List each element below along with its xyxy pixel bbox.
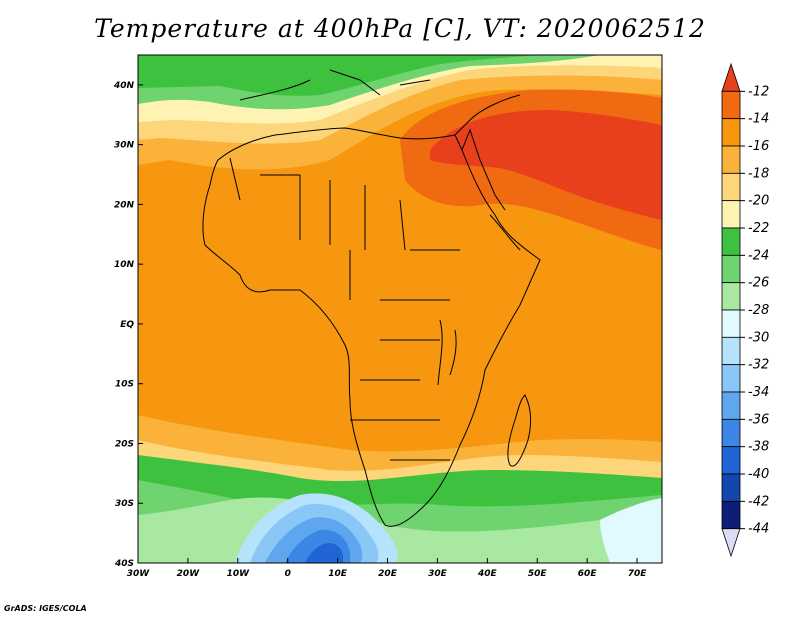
colorbar-swatch — [721, 418, 741, 448]
colorbar-label: -32 — [748, 358, 769, 373]
colorbar-label: -34 — [748, 385, 769, 400]
lon-tick-label: 30E — [428, 569, 448, 579]
colorbar-label: -30 — [748, 330, 769, 345]
lon-tick-label: 10W — [227, 569, 251, 579]
colorbar-label: -20 — [748, 194, 769, 209]
grads-credit: GrADS: IGES/COLA — [4, 604, 87, 613]
colorbar-label: -38 — [748, 440, 769, 455]
lon-tick-label: 20W — [177, 569, 201, 579]
colorbar-swatch — [721, 528, 741, 558]
colorbar-label: -16 — [748, 139, 769, 154]
lon-tick-label: 10E — [328, 569, 348, 579]
lat-tick-label: 30S — [115, 499, 134, 509]
lon-tick-label: 30W — [127, 569, 151, 579]
colorbar-swatch — [721, 391, 741, 420]
map-title: Temperature at 400hPa [C], VT: 202006251… — [94, 14, 706, 43]
colorbar-label: -12 — [748, 84, 769, 99]
longitude-axis: 30W 20W 10W 0 10E 20E 30E 40E 50E 60E 70E — [127, 558, 647, 579]
colorbar-swatch — [721, 282, 741, 311]
colorbar-swatch — [721, 90, 741, 120]
colorbar-label: -24 — [748, 248, 769, 263]
lat-tick-label: 20N — [114, 200, 135, 210]
colorbar: -12 -14 -16 -18 -20 -22 -24 -26 -28 -30 -32 -34 -36 -… — [721, 62, 769, 558]
lon-tick-label: 40E — [477, 569, 498, 579]
colorbar-swatch — [721, 336, 741, 366]
colorbar-label: -22 — [748, 221, 769, 236]
colorbar-label: -44 — [748, 522, 769, 537]
coastlines — [202, 69, 541, 527]
colorbar-swatch — [721, 118, 741, 147]
lat-tick-label: 20S — [115, 439, 134, 449]
colorbar-label: -40 — [748, 467, 769, 482]
colorbar-label: -36 — [748, 412, 769, 427]
colorbar-swatch — [721, 200, 741, 229]
colorbar-label: -14 — [748, 112, 769, 127]
colorbar-swatch — [721, 62, 741, 92]
lon-tick-label: 60E — [578, 569, 598, 579]
temperature-field — [138, 55, 662, 563]
plot-frame — [137, 54, 663, 564]
colorbar-label: -28 — [748, 303, 769, 318]
colorbar-swatch — [721, 446, 741, 475]
lat-tick-label: 10N — [114, 260, 135, 270]
colorbar-label: -18 — [748, 166, 769, 181]
lon-tick-label: 50E — [528, 569, 548, 579]
colorbar-swatch — [721, 364, 741, 393]
lat-tick-label: 40N — [113, 81, 135, 91]
colorbar-swatch — [721, 145, 741, 174]
colorbar-swatch — [721, 172, 741, 202]
lat-tick-label: 40S — [114, 559, 134, 569]
colorbar-swatch — [721, 309, 741, 338]
lat-tick-label: 10S — [115, 380, 134, 390]
lat-tick-label: 30N — [114, 141, 135, 151]
colorbar-swatch — [721, 254, 741, 284]
latitude-axis: 40N 30N 20N 10N EQ 10S 20S 30S 40S — [113, 81, 143, 569]
colorbar-swatch — [721, 500, 741, 530]
lon-tick-label: 20E — [378, 569, 398, 579]
lon-tick-label: 70E — [628, 569, 648, 579]
lon-tick-label: 0 — [285, 569, 291, 579]
colorbar-swatch — [721, 227, 741, 256]
colorbar-label: -26 — [748, 276, 769, 291]
colorbar-swatch — [721, 473, 741, 502]
colorbar-label: -42 — [748, 494, 769, 509]
lat-tick-label: EQ — [120, 320, 134, 330]
